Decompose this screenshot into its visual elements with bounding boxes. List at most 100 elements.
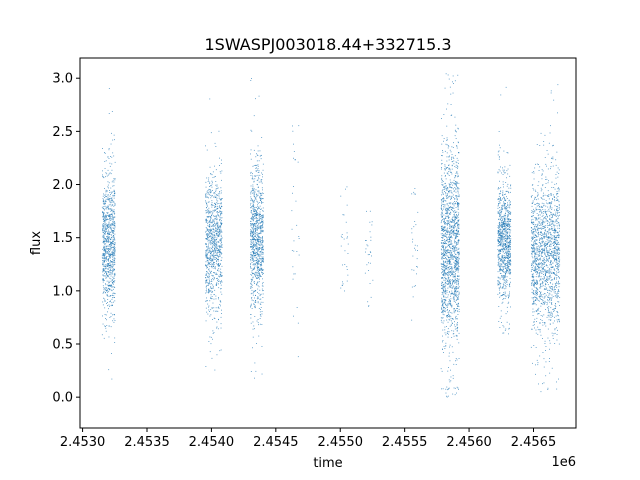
data-point	[250, 263, 252, 265]
data-point	[210, 173, 212, 175]
data-point	[456, 216, 458, 217]
data-point	[205, 292, 207, 294]
data-point	[110, 202, 112, 203]
data-point	[255, 217, 257, 219]
data-point	[105, 287, 107, 288]
data-point	[262, 227, 263, 229]
data-point	[502, 218, 504, 220]
data-point	[504, 285, 506, 286]
data-point	[504, 277, 506, 279]
data-point	[112, 283, 114, 285]
data-point	[206, 280, 208, 282]
data-point	[219, 191, 220, 193]
data-point	[504, 275, 506, 277]
data-point	[452, 270, 454, 272]
data-point	[444, 182, 446, 184]
data-point	[497, 262, 499, 263]
data-point	[413, 193, 415, 195]
data-point	[110, 248, 112, 250]
data-point	[113, 195, 115, 197]
data-point	[444, 226, 446, 228]
data-point	[260, 269, 262, 271]
data-point	[442, 282, 444, 284]
data-point	[255, 175, 257, 177]
data-point	[258, 220, 260, 222]
data-point	[212, 171, 214, 173]
data-point	[458, 358, 460, 359]
data-point	[103, 268, 105, 270]
data-point	[256, 238, 258, 240]
data-point	[449, 246, 451, 248]
data-point	[444, 283, 446, 285]
data-point	[208, 291, 210, 293]
data-point	[213, 238, 215, 239]
data-point	[112, 212, 114, 214]
data-point	[215, 252, 217, 254]
data-point	[217, 214, 219, 216]
data-point	[450, 258, 452, 260]
data-point	[257, 302, 259, 304]
data-point	[217, 232, 219, 234]
data-point	[443, 187, 445, 188]
data-point	[262, 237, 263, 238]
data-point	[217, 255, 219, 257]
data-point	[446, 204, 448, 206]
data-point	[262, 301, 264, 303]
data-point	[503, 260, 505, 262]
data-point	[501, 287, 503, 289]
data-point	[250, 224, 252, 226]
data-point	[107, 198, 109, 200]
data-point	[254, 281, 255, 283]
data-point	[208, 275, 210, 277]
data-point	[458, 311, 460, 313]
data-point	[509, 238, 511, 240]
data-point	[250, 267, 252, 269]
data-point	[112, 241, 114, 243]
data-point	[503, 222, 504, 224]
data-point	[111, 272, 113, 274]
data-point	[205, 273, 207, 275]
data-point	[445, 267, 447, 269]
data-point	[209, 219, 211, 221]
data-point	[451, 257, 453, 259]
data-point	[445, 291, 447, 293]
data-point	[206, 311, 208, 313]
data-point	[502, 219, 503, 221]
data-point	[344, 290, 345, 292]
data-point	[498, 253, 500, 255]
data-point	[210, 251, 212, 252]
data-point	[446, 319, 448, 321]
data-point	[443, 254, 445, 256]
data-point	[255, 257, 257, 259]
data-point	[251, 236, 253, 238]
data-point	[451, 192, 453, 194]
data-point	[506, 266, 508, 268]
data-point	[250, 200, 252, 202]
data-point	[106, 265, 108, 267]
data-point	[505, 243, 507, 245]
data-point	[456, 330, 458, 332]
data-point	[211, 183, 213, 185]
data-point	[254, 239, 256, 240]
data-point	[456, 147, 458, 149]
data-point	[252, 294, 254, 296]
data-point	[220, 252, 222, 254]
data-point	[208, 231, 210, 233]
data-point	[105, 250, 106, 251]
data-point	[445, 285, 447, 287]
data-point	[102, 174, 103, 176]
data-point	[505, 295, 507, 297]
data-point	[221, 281, 223, 283]
data-point	[499, 144, 500, 146]
data-point	[103, 270, 105, 271]
data-point	[104, 246, 106, 248]
data-point	[254, 275, 256, 277]
data-point	[256, 261, 258, 263]
data-point	[442, 192, 444, 194]
data-point	[208, 244, 209, 246]
data-point	[110, 225, 112, 227]
data-point	[260, 221, 262, 223]
data-point	[446, 229, 448, 231]
data-point	[342, 264, 343, 266]
data-point	[443, 248, 445, 250]
